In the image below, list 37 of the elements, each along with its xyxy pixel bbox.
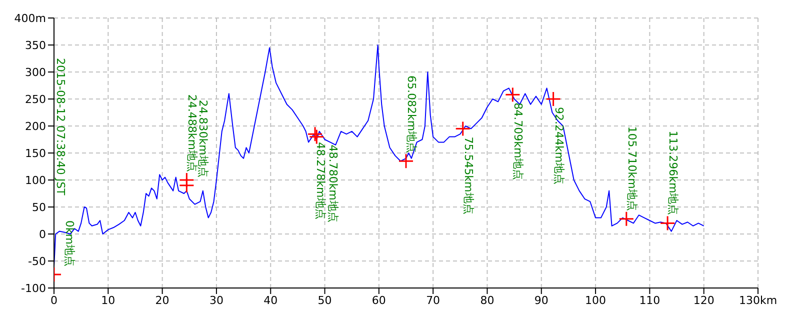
x-tick-label: 120 [693,294,714,307]
y-tick-label: -50 [28,254,46,268]
annotation: 2015-08-12 07:38:40 JST [54,58,67,196]
annotation: 48.780km地点 [326,144,340,222]
x-tick-label: 100 [585,294,606,307]
y-tick-label: 250 [25,92,46,106]
y-tick-label: 350 [25,38,46,52]
x-tick-label: 110 [639,294,660,307]
x-tick-label: 30 [209,294,224,307]
annotation: 24.488km地点 [186,94,199,172]
x-tick-label: 40 [264,294,278,307]
annotation: 24.830km地点 [196,100,210,178]
x-tick-label: 70 [426,294,440,307]
y-tick-label: 400m [14,12,46,25]
annotation: 113.296km地点 [666,130,680,216]
x-tick-label: 80 [480,294,494,307]
annotation: 92.244km地点 [552,107,566,185]
x-tick-label: 0 [50,294,58,307]
x-tick-label: 20 [155,294,170,307]
annotation: 75.545km地点 [462,136,475,214]
annotation: 48.278km地点 [314,142,328,220]
x-tick-label: 10 [101,294,116,307]
x-tick-label: 90 [534,294,548,307]
y-tick-label: 150 [25,146,46,160]
y-tick-label: 200 [25,120,46,133]
x-tick-label: 60 [372,294,386,307]
y-tick-label: 0 [39,228,46,241]
annotation: 65.082km地点 [405,76,418,154]
annotation: 0km地点 [63,220,76,266]
y-tick-label: -100 [21,282,46,295]
y-tick-label: 300 [25,66,46,79]
y-tick-label: 100 [25,174,46,187]
y-tick-label: 50 [32,200,46,214]
x-tick-label: 50 [318,294,332,307]
x-tick-label: 130km [738,294,778,307]
annotation: 84.709km地点 [512,102,525,180]
annotation: 105.710km地点 [625,126,638,211]
